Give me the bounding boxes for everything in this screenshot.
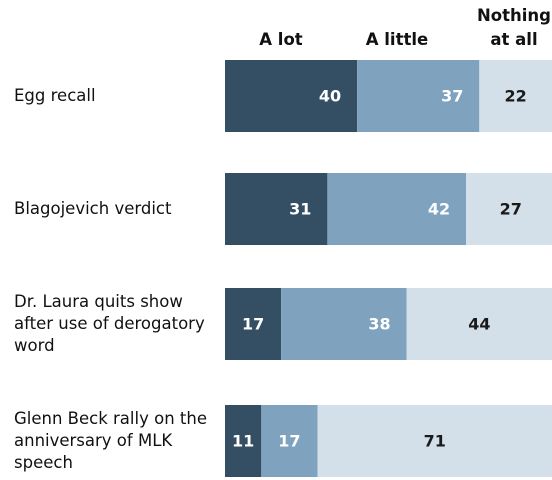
bar-segment [317, 405, 552, 477]
category-label: Dr. Laura quits show after use of deroga… [14, 292, 205, 355]
bar-segment [225, 173, 328, 245]
bar-segment [261, 405, 318, 477]
bar-segment [479, 60, 552, 132]
category-label: Glenn Beck rally on the anniversary of M… [14, 409, 207, 472]
bar-segment [281, 288, 407, 360]
legend-label: A lot [259, 30, 303, 49]
value-label: 17 [242, 315, 264, 334]
value-label: 44 [468, 315, 490, 334]
value-label: 38 [368, 315, 390, 334]
bar-segment [225, 405, 262, 477]
value-label: 37 [441, 87, 463, 106]
bar-segment [225, 60, 358, 132]
value-label: 71 [424, 432, 446, 451]
bar-segment [406, 288, 552, 360]
value-label: 40 [319, 87, 341, 106]
bar-segment [327, 173, 467, 245]
bar-segment [357, 60, 480, 132]
legend-label: Nothing at all [477, 6, 551, 49]
category-label: Blagojevich verdict [14, 199, 172, 218]
value-label: 31 [289, 200, 311, 219]
category-label: Egg recall [14, 86, 96, 105]
bar-segment [225, 288, 282, 360]
value-label: 11 [232, 432, 254, 451]
legend-label: A little [365, 30, 429, 49]
value-label: 42 [428, 200, 450, 219]
value-label: 22 [505, 87, 527, 106]
bar-segment [466, 173, 552, 245]
value-label: 17 [278, 432, 300, 451]
value-label: 27 [500, 200, 522, 219]
